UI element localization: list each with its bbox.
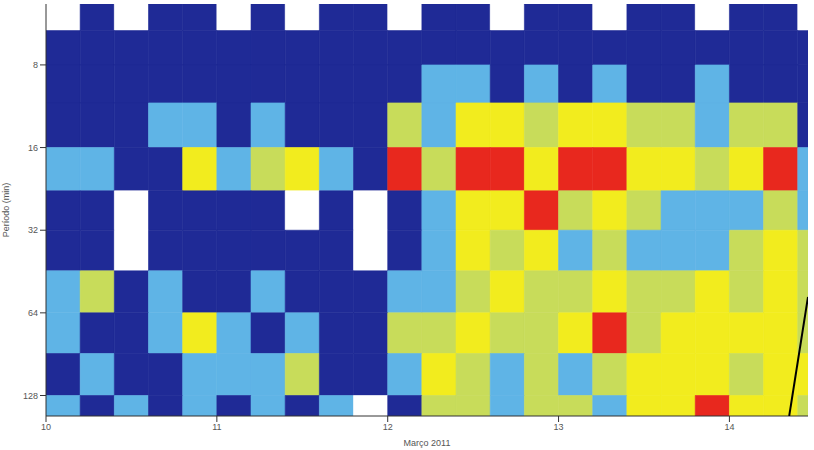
svg-text:128: 128 bbox=[23, 391, 38, 401]
svg-text:16: 16 bbox=[28, 143, 38, 153]
svg-text:32: 32 bbox=[28, 225, 38, 235]
svg-text:13: 13 bbox=[554, 422, 564, 432]
svg-text:64: 64 bbox=[28, 308, 38, 318]
svg-text:11: 11 bbox=[212, 422, 221, 432]
svg-text:8: 8 bbox=[33, 60, 38, 70]
svg-text:Março 2011: Março 2011 bbox=[404, 438, 451, 448]
svg-text:10: 10 bbox=[41, 422, 51, 432]
svg-text:12: 12 bbox=[383, 422, 393, 432]
svg-text:Período (min): Período (min) bbox=[1, 183, 11, 238]
svg-text:14: 14 bbox=[724, 422, 734, 432]
